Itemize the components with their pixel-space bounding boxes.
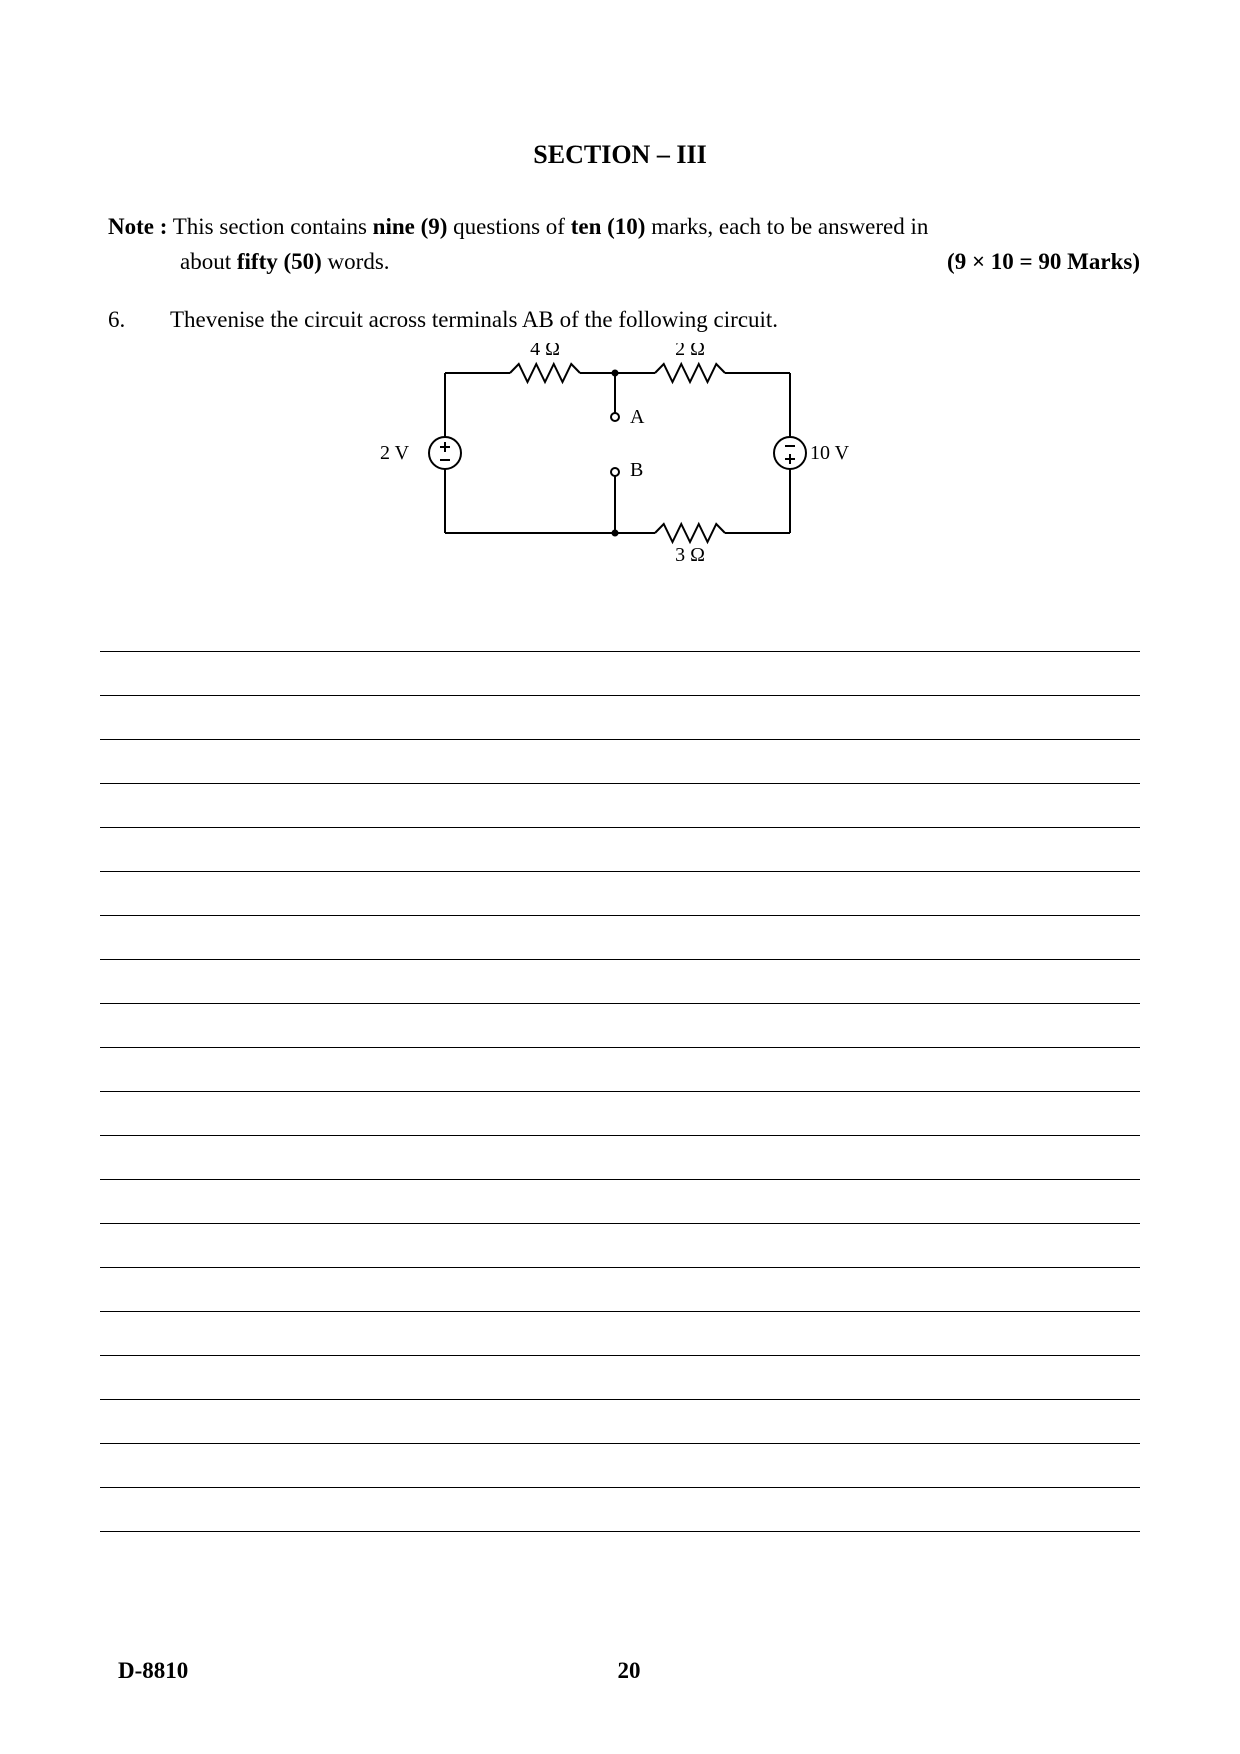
question-text: Thevenise the circuit across terminals A…	[170, 307, 778, 333]
answer-line	[100, 1048, 1140, 1092]
answer-line	[100, 872, 1140, 916]
footer-page: 20	[459, 1658, 800, 1684]
note-text-1a: This section contains	[173, 214, 373, 239]
answer-line	[100, 916, 1140, 960]
answer-line	[100, 740, 1140, 784]
answer-line	[100, 1312, 1140, 1356]
svg-text:A: A	[630, 406, 645, 428]
answer-line	[100, 696, 1140, 740]
page-footer: D-8810 20	[100, 1658, 1140, 1684]
note-fifty: fifty (50)	[237, 249, 322, 274]
answer-line	[100, 1268, 1140, 1312]
answer-line	[100, 1488, 1140, 1532]
answer-line	[100, 1400, 1140, 1444]
note-text-1b: questions of	[447, 214, 570, 239]
answer-line	[100, 784, 1140, 828]
question-row: 6. Thevenise the circuit across terminal…	[100, 307, 1140, 333]
note-text-1c: marks, each to be answered in	[645, 214, 928, 239]
answer-line	[100, 608, 1140, 652]
note-ten: ten (10)	[571, 214, 646, 239]
answer-line	[100, 1356, 1140, 1400]
answer-line	[100, 1136, 1140, 1180]
note-label: Note :	[108, 214, 167, 239]
answer-line	[100, 1092, 1140, 1136]
svg-text:2 V: 2 V	[380, 442, 410, 464]
note-nine: nine (9)	[373, 214, 448, 239]
section-title: SECTION – III	[100, 140, 1140, 170]
note-text-2b: words.	[322, 249, 390, 274]
svg-text:3 Ω: 3 Ω	[675, 544, 705, 566]
answer-line	[100, 1180, 1140, 1224]
svg-text:10 V: 10 V	[810, 442, 850, 464]
answer-line	[100, 960, 1140, 1004]
answer-line	[100, 652, 1140, 696]
answer-line	[100, 828, 1140, 872]
svg-text:2 Ω: 2 Ω	[675, 343, 705, 360]
answer-lines-area	[100, 608, 1140, 1532]
answer-line	[100, 1444, 1140, 1488]
answer-line	[100, 1004, 1140, 1048]
note-text-2a: about	[180, 249, 237, 274]
svg-text:B: B	[630, 459, 643, 481]
answer-line	[100, 1224, 1140, 1268]
note-block: Note : This section contains nine (9) qu…	[100, 210, 1140, 279]
footer-code: D-8810	[100, 1658, 459, 1684]
circuit-diagram: 4 Ω 2 Ω 3 Ω 2 V 10 V A B	[100, 343, 1140, 578]
note-marks: (9 × 10 = 90 Marks)	[947, 245, 1140, 280]
question-number: 6.	[108, 307, 170, 333]
svg-text:4 Ω: 4 Ω	[530, 343, 560, 360]
